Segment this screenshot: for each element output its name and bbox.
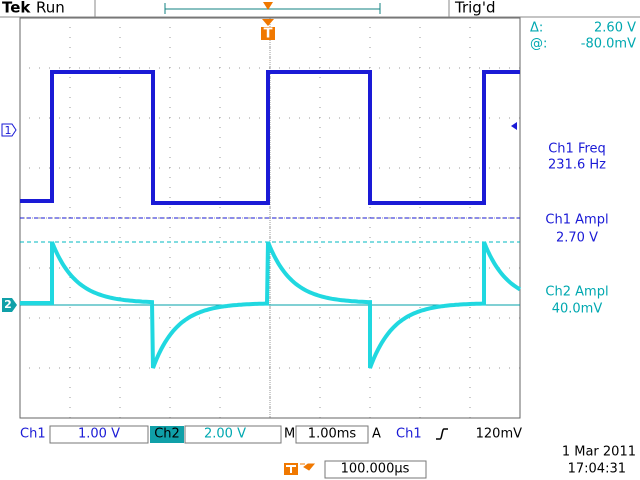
trigger-marker: T [264, 27, 273, 42]
measurement-value: 40.0mV [552, 302, 603, 317]
position-box [324, 460, 427, 479]
timebase-label: M [284, 427, 295, 442]
cursor-delta-label: Δ: [530, 21, 543, 36]
ch2-waveform [20, 241, 522, 369]
ch1-label: Ch1 [20, 427, 46, 442]
ch1-marker-box [1, 123, 17, 137]
record-ruler [164, 3, 381, 14]
trigger-edge-icon [436, 428, 448, 440]
trigger-level: 120mV [476, 427, 522, 442]
ch2-marker: 2 [4, 298, 12, 311]
cursor-delta: 2.60 V [594, 21, 636, 36]
measurement-value: 2.70 V [556, 231, 598, 246]
trigger-position-arrow [263, 2, 273, 10]
ch2-label: Ch2 [154, 427, 180, 442]
measurement-label: Ch2 Ampl [545, 285, 608, 300]
run-status: Run [36, 0, 65, 17]
waveforms [20, 70, 522, 369]
horizontal-position: 100.000µs [341, 462, 410, 477]
trigger-level-arrow [511, 122, 517, 130]
measurement-label: Ch1 Freq [548, 142, 606, 157]
cursor-position-label: @: [530, 37, 547, 52]
trigger-marker-arrow [262, 19, 274, 26]
trigger-mode: A [372, 427, 381, 442]
ch1-scale-box [49, 425, 149, 444]
ch1-waveform [20, 70, 520, 205]
timebase-box [295, 425, 369, 444]
cursor-position: -80.0mV [581, 37, 636, 52]
measurement-value: 231.6 Hz [548, 158, 606, 173]
ch1-marker: 1 [5, 124, 12, 137]
time: 17:04:31 [568, 462, 626, 477]
ch2-scale: 2.00 V [204, 427, 246, 442]
timebase-scale: 1.00ms [308, 427, 357, 442]
brand: Tek [2, 0, 31, 17]
trigger-source: Ch1 [396, 427, 422, 442]
ch2-marker-box [2, 298, 17, 312]
trigger-status: Trig'd [454, 0, 495, 17]
ch1-scale: 1.00 V [78, 427, 120, 442]
measurement-label: Ch1 Ampl [545, 213, 608, 228]
position-icon-t [286, 465, 296, 473]
ch2-label-box [150, 426, 184, 443]
position-arrow [300, 463, 316, 471]
date: 1 Mar 2011 [562, 445, 636, 460]
ch2-scale-box [184, 425, 282, 444]
trigger-marker-box [261, 27, 275, 40]
